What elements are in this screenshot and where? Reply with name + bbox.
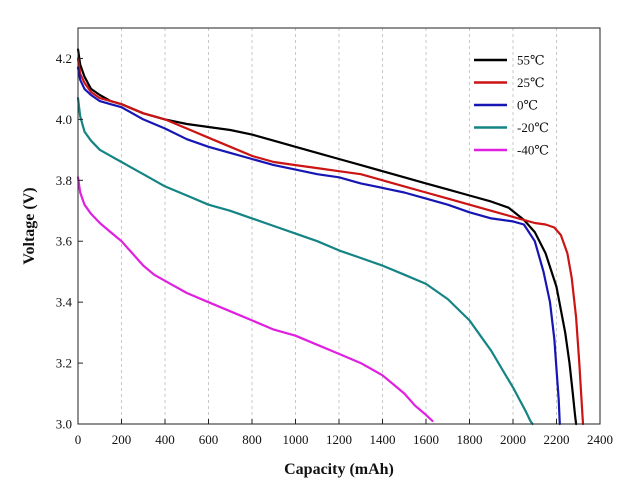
x-tick-label: 1000 bbox=[283, 432, 309, 447]
series-line bbox=[76, 57, 585, 426]
series-line bbox=[76, 66, 561, 426]
y-tick-label: 4.2 bbox=[56, 51, 72, 66]
x-tick-label: 600 bbox=[199, 432, 219, 447]
x-axis-ticks: 0 200 400 600 800 1000 1200 1400 1600 1800 2000 220… bbox=[75, 419, 613, 447]
y-tick-label: 3.6 bbox=[56, 234, 73, 249]
x-tick-label: 200 bbox=[112, 432, 132, 447]
x-tick-label: 2200 bbox=[544, 432, 570, 447]
legend-label: -20℃ bbox=[517, 120, 549, 135]
legend-label: 55℃ bbox=[517, 53, 545, 68]
y-tick-label: 3.8 bbox=[56, 173, 72, 188]
y-tick-label: 3.0 bbox=[56, 417, 72, 432]
grid-lines bbox=[121, 28, 557, 424]
y-tick-label: 3.2 bbox=[56, 356, 72, 371]
y-tick-label: 3.4 bbox=[56, 295, 73, 310]
y-tick-label: 4.0 bbox=[56, 112, 72, 127]
x-tick-label: 1200 bbox=[326, 432, 352, 447]
legend-label: 0℃ bbox=[517, 98, 538, 113]
y-axis-title: Voltage (V) bbox=[21, 187, 38, 264]
x-tick-label: 1400 bbox=[370, 432, 396, 447]
x-tick-label: 2400 bbox=[587, 432, 613, 447]
x-axis-title: Capacity (mAh) bbox=[284, 461, 394, 478]
x-tick-label: 400 bbox=[155, 432, 175, 447]
y-axis-ticks: 3.0 3.2 3.4 3.6 3.8 4.0 4.2 bbox=[56, 51, 83, 432]
legend-label: -40℃ bbox=[517, 143, 549, 158]
x-tick-label: 2000 bbox=[500, 432, 526, 447]
series-line bbox=[76, 96, 534, 426]
x-tick-label: 1600 bbox=[413, 432, 439, 447]
x-tick-label: 1800 bbox=[457, 432, 483, 447]
legend-label: 25℃ bbox=[517, 75, 545, 90]
legend: 55℃ 25℃ 0℃ -20℃ -40℃ bbox=[474, 53, 549, 158]
x-tick-label: 0 bbox=[75, 432, 82, 447]
series-lines bbox=[76, 48, 585, 426]
series-line bbox=[76, 176, 434, 423]
x-tick-label: 800 bbox=[242, 432, 262, 447]
